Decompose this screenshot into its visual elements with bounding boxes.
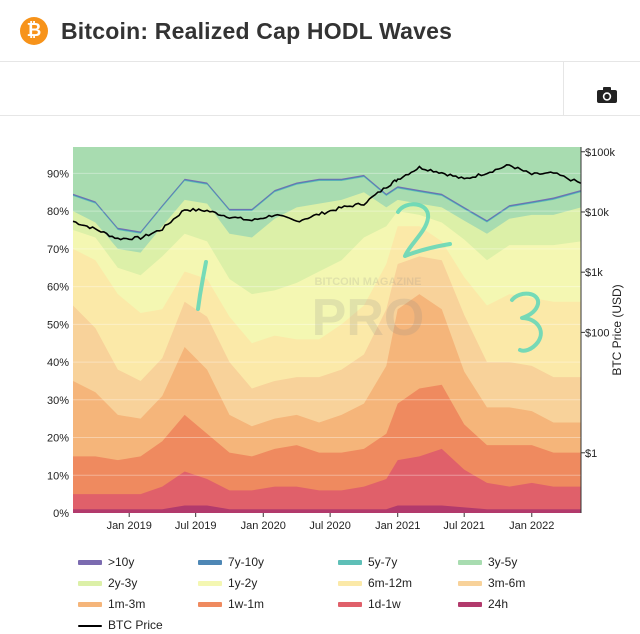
watermark: BITCOIN MAGAZINE PRO <box>312 276 425 347</box>
x-tick-label: Jul 2019 <box>175 520 217 532</box>
y-left-tick-label: 90% <box>47 168 69 180</box>
legend-label: >10y <box>108 555 135 569</box>
btc-price-line <box>72 163 582 241</box>
y-left-tick-label: 70% <box>47 244 69 256</box>
legend-swatch <box>78 581 102 587</box>
legend-item-2y-3y[interactable]: 2y-3y <box>78 576 137 592</box>
y-left-tick-label: 50% <box>47 319 69 331</box>
x-tick-label: Jul 2020 <box>309 520 351 532</box>
header: ₿ Bitcoin: Realized Cap HODL Waves <box>0 0 640 62</box>
legend-label: 3y-5y <box>488 555 518 569</box>
legend-label: BTC Price <box>108 618 163 632</box>
legend-swatch <box>338 560 362 566</box>
x-tick-label: Jul 2021 <box>443 520 485 532</box>
legend-swatch <box>458 581 482 587</box>
watermark-line2: PRO <box>312 289 425 347</box>
legend-swatch <box>458 560 482 566</box>
x-tick-label: Jan 2020 <box>241 520 286 532</box>
bitcoin-logo-icon: ₿ <box>20 17 48 45</box>
legend-item-btc-price[interactable]: BTC Price <box>78 618 163 634</box>
annotation-1 <box>196 260 208 311</box>
legend-label: 24h <box>488 597 509 611</box>
watermark-line1: BITCOIN MAGAZINE <box>315 276 422 288</box>
legend-item-3y-5y[interactable]: 3y-5y <box>458 555 517 571</box>
legend-item-1m-3m[interactable]: 1m-3m <box>78 597 145 613</box>
legend-item--10y[interactable]: >10y <box>78 555 134 571</box>
legend-item-3m-6m[interactable]: 3m-6m <box>458 576 525 592</box>
legend-item-5y-7y[interactable]: 5y-7y <box>338 555 397 571</box>
toolbar-divider <box>563 62 564 116</box>
y-right-tick-label: $10k <box>585 207 609 219</box>
legend-swatch <box>78 624 102 627</box>
grid-lines <box>73 172 581 476</box>
legend-swatch <box>198 560 222 566</box>
y-left-tick-label: 20% <box>47 433 69 445</box>
x-axis-ticks: Jan 2019 Jul 2019 Jan 2020 Jul 2020 Jan 2021… <box>107 513 554 532</box>
hodl-waves-chart[interactable]: BITCOIN MAGAZINE PRO 0% 10% 20% 30% 40% 50% 60… <box>0 0 640 548</box>
legend-label: 3m-6m <box>488 576 526 590</box>
annotation-2 <box>396 202 452 258</box>
y-left-tick-label: 40% <box>47 357 69 369</box>
legend-swatch <box>78 560 102 566</box>
legend-label: 1m-3m <box>108 597 146 611</box>
area-1d-1w <box>73 448 581 513</box>
legend-label: 1w-1m <box>228 597 265 611</box>
handwritten-annotations <box>196 202 543 353</box>
legend-label: 1y-2y <box>228 576 258 590</box>
legend-swatch <box>338 602 362 608</box>
y-left-tick-label: 0% <box>53 508 69 520</box>
legend-item-7y-10y[interactable]: 7y-10y <box>198 555 264 571</box>
camera-icon[interactable] <box>596 86 618 104</box>
right-axis-title: BTC Price (USD) <box>610 284 624 375</box>
legend-swatch <box>198 602 222 608</box>
toolbar <box>0 62 640 116</box>
legend-label: 7y-10y <box>228 555 265 569</box>
y-left-tick-label: 60% <box>47 282 69 294</box>
legend-swatch <box>458 602 482 608</box>
legend-label: 6m-12m <box>368 576 413 590</box>
left-axis-ticks: 0% 10% 20% 30% 40% 50% 60% 70% 80% 90% <box>47 168 69 520</box>
page-title: Bitcoin: Realized Cap HODL Waves <box>61 18 453 44</box>
legend-swatch <box>78 602 102 608</box>
y-right-tick-label: $100 <box>585 327 609 339</box>
x-tick-label: Jan 2021 <box>375 520 420 532</box>
y-left-tick-label: 30% <box>47 395 69 407</box>
y-right-tick-label: $1 <box>585 448 597 460</box>
legend-item-1w-1m[interactable]: 1w-1m <box>198 597 264 613</box>
legend-item-6m-12m[interactable]: 6m-12m <box>338 576 412 592</box>
y-left-tick-label: 10% <box>47 470 69 482</box>
y-right-tick-label: $1k <box>585 267 603 279</box>
area-24h <box>73 505 581 513</box>
y-right-tick-label: $100k <box>585 147 615 159</box>
legend-item-1d-1w[interactable]: 1d-1w <box>338 597 401 613</box>
right-axis-ticks: $1 $100 $1k $10k $100k <box>581 147 615 460</box>
legend-item-24h[interactable]: 24h <box>458 597 508 613</box>
legend-item-1y-2y[interactable]: 1y-2y <box>198 576 257 592</box>
legend-swatch <box>338 581 362 587</box>
y-left-tick-label: 80% <box>47 206 69 218</box>
legend-swatch <box>198 581 222 587</box>
legend-label: 1d-1w <box>368 597 401 611</box>
legend-label: 5y-7y <box>368 555 398 569</box>
legend-label: 2y-3y <box>108 576 138 590</box>
x-tick-label: Jan 2022 <box>509 520 554 532</box>
x-tick-label: Jan 2019 <box>107 520 152 532</box>
annotation-3 <box>510 291 543 353</box>
